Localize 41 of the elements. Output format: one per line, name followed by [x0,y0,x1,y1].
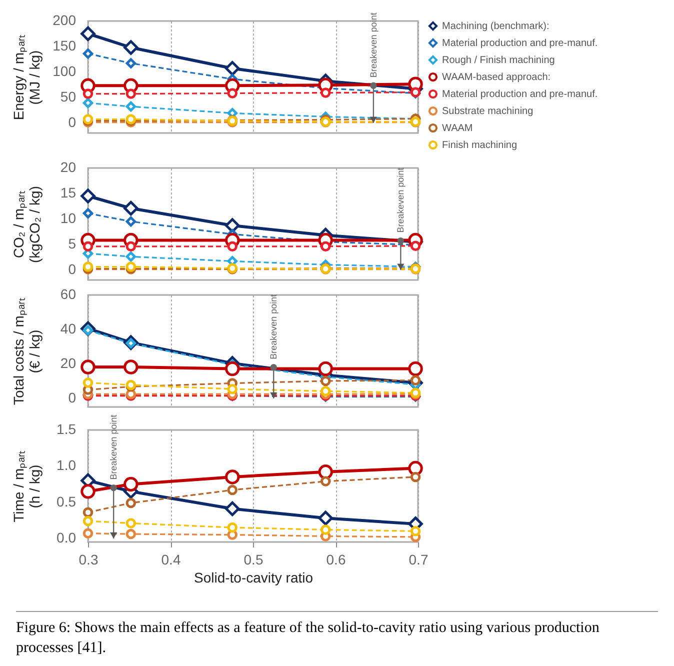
y-tick-label: 0.0 [56,529,76,546]
legend-label: Substrate machining [442,106,534,117]
y-tick-label: 50 [60,88,76,104]
y-tick-label: 0 [68,389,76,406]
y-tick-label: 20 [60,354,76,371]
y-tick-label: 10 [60,210,76,226]
y-tick-label: 200 [52,12,76,28]
y-tick-label: 5 [68,235,76,252]
y-tick-label: 40 [60,320,76,336]
y-tick-label: 1.0 [56,457,76,474]
caption: Figure 6: Shows the main effects as a feature of the solid-to-cavity ratio using various production processes [41]. [16,611,658,658]
legend-label: Material production and pre-manuf. [442,89,598,100]
legend-label: WAAM-based approach: [442,72,551,83]
x-tick-label: 0.4 [161,552,181,568]
y-axis-title: Time / mₚₐᵣₜ (h / kg) [10,450,42,522]
y-tick-label: 0 [68,114,76,130]
legend-label: Rough / Finish machining [442,55,555,66]
x-axis-title: Solid-to-cavity ratio [194,570,314,586]
x-tick-label: 0.3 [78,552,98,568]
y-tick-label: 20 [60,159,76,175]
y-axis-title: Energy / mₚₐᵣₜ (MJ / kg) [10,34,42,120]
x-tick-label: 0.6 [326,552,346,568]
legend-label: Machining (benchmark): [442,21,550,32]
y-tick-label: 150 [52,37,76,54]
annotation: Breakeven point [268,294,279,360]
annotation: Breakeven point [368,12,378,78]
y-tick-label: 0 [68,260,76,277]
y-tick-label: 0.5 [56,493,76,510]
y-tick-label: 15 [60,184,76,200]
y-tick-label: 1.5 [56,421,76,437]
y-tick-label: 60 [60,286,76,302]
legend-label: Material production and pre-manuf. [442,38,598,49]
y-axis-title: Total costs / mₚₐᵣₜ (€ / kg) [10,296,42,406]
annotation: Breakeven point [396,167,406,233]
x-tick-label: 0.5 [244,552,264,568]
legend-label: WAAM [442,123,473,134]
x-tick-label: 0.7 [408,552,428,568]
legend-label: Finish machining [442,140,518,151]
y-axis-title: CO₂ / mₚₐᵣₜ (kgCO₂ / kg) [10,186,42,263]
y-tick-label: 100 [52,62,76,79]
annotation: Breakeven point [108,414,119,480]
